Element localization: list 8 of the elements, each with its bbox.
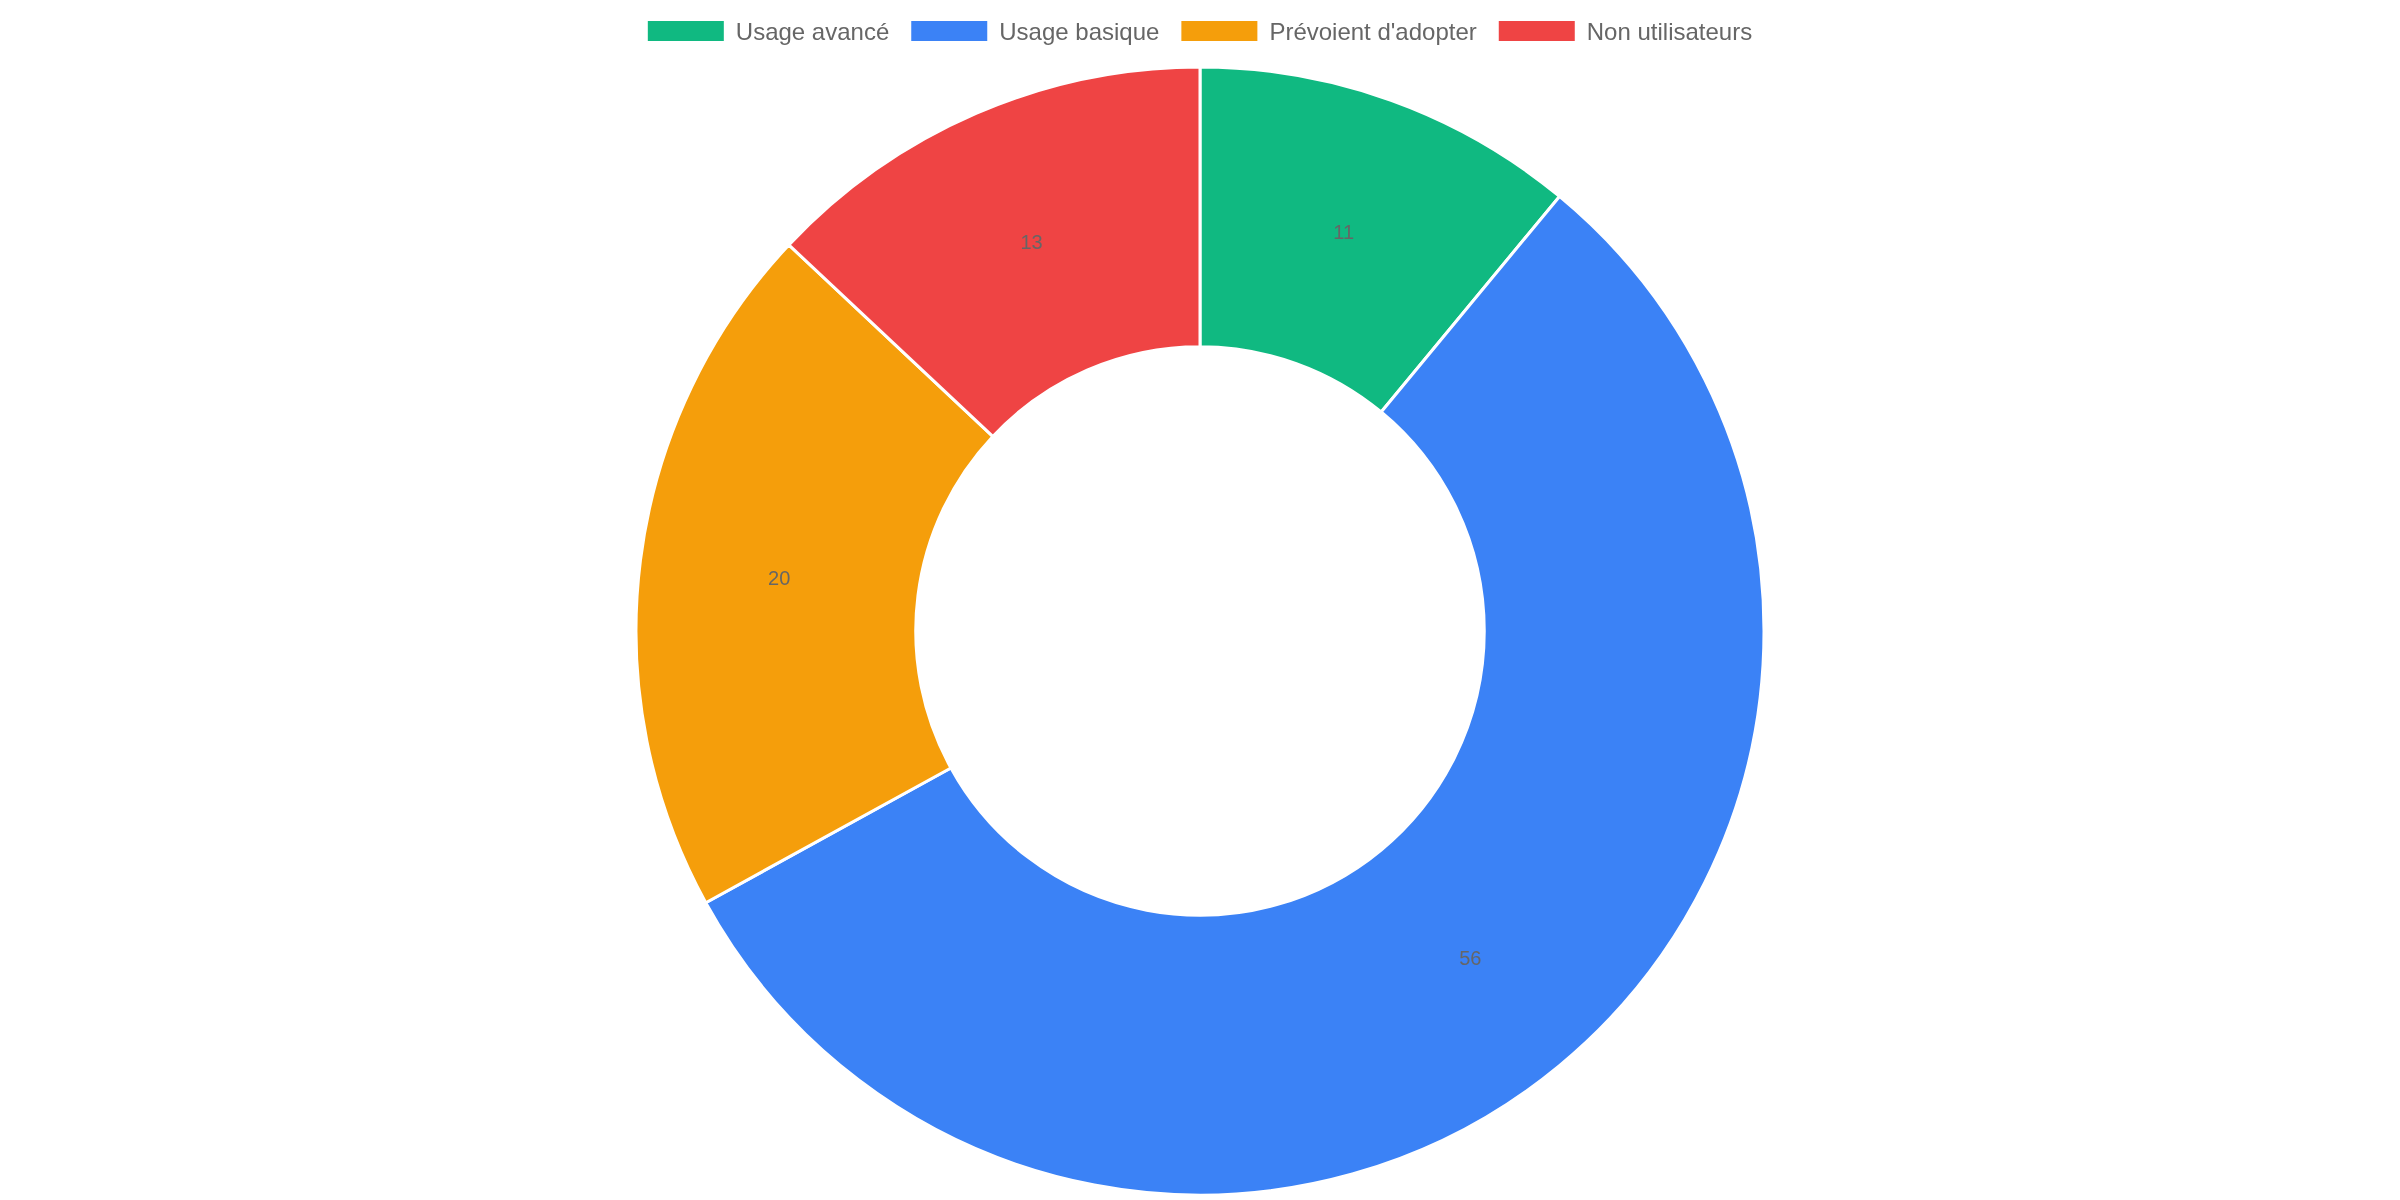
legend-label: Usage avancé <box>735 17 890 45</box>
data-label: 11 <box>1333 220 1355 243</box>
data-label: 13 <box>1020 230 1043 253</box>
legend-label: Non utilisateurs <box>1586 17 1753 45</box>
data-label: 56 <box>1459 946 1482 969</box>
legend-label: Usage basique <box>999 17 1160 45</box>
legend-label: Prévoient d'adopter <box>1269 17 1477 45</box>
data-label: 20 <box>768 566 791 589</box>
